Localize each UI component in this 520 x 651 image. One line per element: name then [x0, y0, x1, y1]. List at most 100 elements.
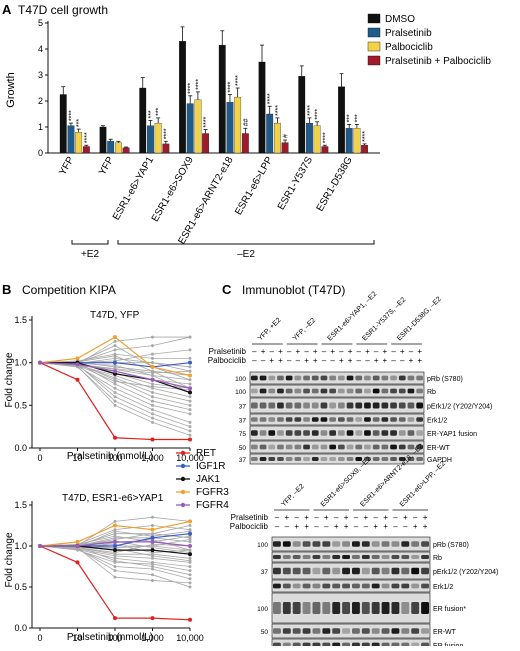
blot-band — [292, 567, 301, 575]
blot-band — [407, 375, 415, 381]
bar — [139, 87, 147, 154]
blot-band — [411, 602, 420, 614]
series-point — [188, 552, 192, 557]
legend-label: Palbociclib — [385, 42, 433, 53]
blot-band — [355, 402, 363, 409]
palbociclib-sign: – — [393, 522, 398, 531]
background-point — [188, 569, 192, 573]
bar — [59, 94, 67, 154]
panel-b-top-title: T47D, YFP — [90, 310, 140, 321]
blot-band — [416, 388, 423, 394]
series-point — [150, 377, 155, 382]
background-point — [151, 352, 154, 356]
series-point — [75, 356, 80, 361]
x-tick-label: 1,000 — [141, 453, 164, 463]
blot-band — [338, 402, 345, 409]
panel-b-bottom-title: T47D, ESR1-e6>YAP1 — [62, 493, 164, 504]
background-point — [151, 385, 154, 389]
blot-band — [311, 444, 319, 450]
palbociclib-sign: + — [348, 356, 353, 365]
blot-band — [407, 430, 415, 436]
significance-mark: **** — [315, 109, 322, 120]
panel-b: B Competition KIPA T47D, YFP T47D, ESR1-… — [2, 282, 229, 643]
molecular-weight-marker: 50 — [239, 445, 247, 452]
bar — [353, 128, 361, 154]
blot-band — [302, 541, 311, 547]
blot-band — [372, 388, 380, 394]
blot-band — [251, 402, 258, 409]
palbociclib-label: Palbociclib — [230, 522, 269, 531]
y-tick-label: 3 — [38, 70, 43, 80]
blot-band — [361, 642, 370, 648]
blot-band — [273, 628, 281, 634]
series-point — [188, 386, 192, 391]
lane-group-label: YFP, –E2 — [280, 483, 306, 509]
panel-b-top-xlabel: Pralsetinib (nmol/L) — [67, 451, 153, 462]
background-point — [188, 356, 192, 360]
y-tick-label: 1.0 — [14, 358, 27, 368]
pralsetinib-sign: + — [344, 513, 349, 522]
bar — [226, 102, 234, 154]
blot-band — [401, 628, 410, 634]
blot-band — [294, 457, 302, 461]
significance-mark: **** — [322, 132, 329, 143]
palbociclib-sign: – — [322, 356, 327, 365]
blot-band — [332, 642, 341, 648]
pralsetinib-sign: – — [270, 347, 275, 356]
significance-mark: *** — [76, 119, 83, 127]
panel-a-legend: DMSO Pralsetinib Palbociclib Pralsetinib + … — [367, 13, 491, 67]
background-point — [151, 371, 154, 375]
palbociclib-sign: – — [391, 356, 396, 365]
bar — [202, 133, 210, 154]
x-tick-label: 100 — [107, 633, 122, 643]
bar — [298, 76, 306, 154]
panel-a-category-labels: YFP YFPESR1-e6>YAP1ESR1-e6>SOX9ESR1-e6>AR… — [57, 155, 355, 247]
pralsetinib-sign: + — [330, 347, 335, 356]
palbociclib-sign: + — [374, 356, 379, 365]
blot-band — [329, 375, 336, 381]
legend-swatch — [367, 13, 381, 24]
blot-band — [401, 541, 410, 547]
blot-band — [322, 555, 331, 559]
blot-band — [329, 457, 336, 461]
blot-band — [371, 602, 380, 614]
series-point — [113, 544, 117, 548]
blot-band — [251, 388, 258, 394]
panel-b-top-plot: 0.0 0.5 1.0 1.5 0 10 100 1,000 10,000 — [14, 315, 203, 463]
molecular-weight-marker: 37 — [239, 457, 247, 464]
blot-band — [355, 375, 363, 381]
molecular-weight-marker: 50 — [261, 629, 269, 636]
blot-band — [303, 375, 310, 381]
bar — [273, 122, 281, 154]
pralsetinib-sign: – — [373, 513, 378, 522]
palbociclib-sign: + — [313, 356, 318, 365]
blot-band — [320, 444, 328, 450]
blot-band — [364, 430, 371, 436]
background-point — [188, 403, 192, 407]
legend-swatch — [367, 27, 381, 38]
pralsetinib-sign: – — [287, 347, 292, 356]
background-point — [113, 575, 117, 579]
blot-band — [312, 555, 321, 559]
bar — [234, 96, 242, 154]
legend-label: RET — [196, 448, 216, 459]
significance-mark: **** — [68, 110, 75, 121]
blot-band — [322, 642, 331, 648]
blot-band — [407, 402, 415, 409]
pralsetinib-sign: – — [409, 347, 414, 356]
blot-band — [381, 402, 389, 409]
molecular-weight-marker: 100 — [235, 389, 246, 396]
panel-b-bottom-ylabel: Fold change — [4, 532, 15, 587]
blot-band — [277, 430, 284, 436]
blot-band — [277, 375, 284, 381]
blot-band — [332, 628, 341, 634]
molecular-weight-marker: 37 — [261, 569, 269, 576]
blot-band — [338, 417, 345, 422]
background-point — [151, 524, 154, 527]
blot-band — [322, 628, 331, 634]
blot-band — [312, 583, 321, 589]
blot-strip — [249, 413, 425, 426]
blot-band — [268, 417, 276, 422]
x-tick-label: 1,000 — [141, 633, 164, 643]
blot-band — [302, 567, 311, 575]
